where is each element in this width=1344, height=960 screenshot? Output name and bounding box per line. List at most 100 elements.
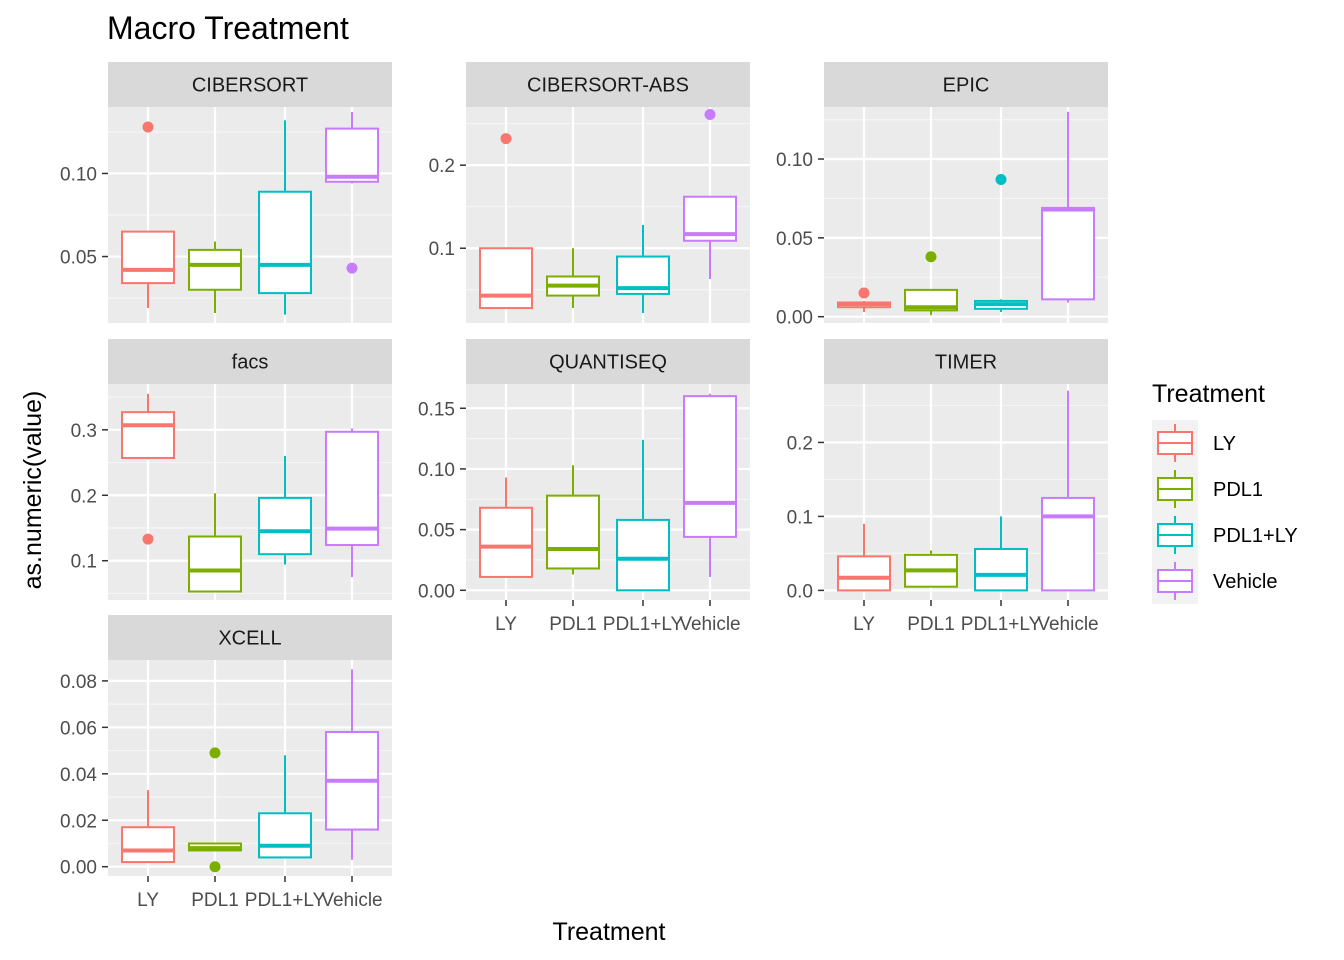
y-axis-title: as.numeric(value) [19, 391, 47, 590]
box-iqr [121, 230, 175, 285]
y-tick-label: 0.1 [71, 552, 97, 573]
box-pdl1-plus-ly [258, 456, 312, 565]
legend-items: LY PDL1 PDL1+LY Vehicle [1152, 420, 1298, 604]
y-tick-label: 0.10 [776, 150, 813, 171]
strip-background [824, 62, 1108, 107]
panel-cibersort-abs: CIBERSORT-ABS 0.1 0.2 [429, 62, 750, 323]
y-tick-label: 0.3 [71, 421, 97, 442]
strip-background [108, 339, 392, 384]
x-tick-label: PDL1 [191, 890, 239, 911]
box-ly [121, 393, 175, 545]
box-iqr [683, 395, 737, 538]
legend-item-pdl1-plus-ly: PDL1+LY [1152, 512, 1298, 558]
y-tick-label: 0.1 [429, 239, 455, 260]
strip-label: QUANTISEQ [549, 352, 667, 374]
panel-cibersort: CIBERSORT 0.05 0.10 [60, 62, 392, 323]
x-tick-label: Vehicle [679, 614, 740, 635]
strip-label: XCELL [218, 628, 281, 650]
outlier-point [995, 174, 1007, 186]
box-iqr [546, 494, 600, 570]
x-tick-label: LY [495, 614, 517, 635]
box-pdl1-plus-ly [616, 439, 670, 592]
box-pdl1 [546, 465, 600, 575]
box-pdl1-plus-ly [974, 516, 1028, 592]
box-pdl1 [546, 248, 600, 309]
y-tick-label: 0.00 [776, 308, 813, 329]
box-vehicle [325, 428, 379, 578]
strip-label: facs [232, 352, 269, 374]
box-pdl1 [188, 493, 242, 593]
y-tick-label: 0.10 [60, 164, 97, 185]
outlier-point [925, 251, 937, 263]
box-pdl1 [188, 747, 242, 873]
x-tick-label: LY [137, 890, 159, 911]
y-tick-label: 0.15 [418, 399, 455, 420]
outlier-point [142, 533, 154, 545]
box-iqr [616, 518, 670, 592]
outlier-point [346, 262, 358, 274]
box-iqr [325, 430, 379, 547]
box-ly [837, 287, 891, 312]
y-tick-label: 0.02 [60, 811, 97, 832]
box-vehicle [683, 108, 737, 279]
outlier-point [142, 121, 154, 133]
strip-label: CIBERSORT [192, 75, 308, 97]
box-iqr [188, 535, 242, 593]
y-tick-label: 0.08 [60, 672, 97, 693]
box-ly [479, 477, 533, 578]
strip-label: TIMER [935, 352, 997, 374]
box-vehicle [1041, 390, 1095, 592]
panels-group: CIBERSORT 0.05 0.10 CIBERSORT-ABS 0.1 0.2 EPIC… [60, 62, 1108, 911]
outlier-point [209, 861, 221, 873]
x-tick-label: PDL1+LY [603, 614, 684, 635]
legend-label: LY [1213, 433, 1236, 455]
box-pdl1 [904, 550, 958, 588]
box-ly [121, 121, 175, 309]
x-tick-label: PDL1 [907, 614, 955, 635]
y-tick-label: 0.00 [60, 858, 97, 879]
panel-facs: facs 0.1 0.2 0.3 [71, 339, 392, 600]
box-ly [479, 133, 533, 310]
strip-background [108, 615, 392, 660]
x-tick-label: Vehicle [321, 890, 382, 911]
strip-background [824, 339, 1108, 384]
box-vehicle [325, 669, 379, 860]
y-tick-label: 0.2 [429, 156, 455, 177]
y-tick-label: 0.05 [418, 521, 455, 542]
legend-item-pdl1: PDL1 [1152, 466, 1263, 512]
box-iqr [188, 248, 242, 291]
y-tick-label: 0.06 [60, 718, 97, 739]
box-iqr [121, 411, 175, 459]
y-tick-label: 0.1 [787, 507, 813, 528]
legend-label: Vehicle [1213, 571, 1278, 593]
legend-label: PDL1+LY [1213, 525, 1298, 547]
box-iqr [974, 547, 1028, 592]
panel-quantiseq: QUANTISEQ 0.00 0.05 0.10 0.15 LY PDL1 PDL1+LYVe… [418, 339, 750, 635]
outlier-point [704, 108, 716, 120]
box-iqr [258, 190, 312, 295]
legend: Treatment LY PDL1 PDL1+LY Vehicle [1152, 380, 1298, 604]
legend-label: PDL1 [1213, 479, 1263, 501]
panel-xcell: XCELL 0.00 0.02 0.04 0.06 0.08 LY PDL1 PDL1+LYVe… [60, 615, 392, 911]
box-ly [837, 523, 891, 592]
y-tick-label: 0.05 [776, 229, 813, 250]
x-tick-label: LY [853, 614, 875, 635]
box-vehicle [1041, 111, 1095, 303]
panel-epic: EPIC 0.00 0.05 0.10 [776, 62, 1108, 329]
strip-label: EPIC [943, 75, 990, 97]
y-tick-label: 0.04 [60, 765, 97, 786]
legend-title: Treatment [1152, 380, 1265, 408]
y-tick-label: 0.0 [787, 581, 813, 602]
strip-background [466, 339, 750, 384]
box-iqr [258, 812, 312, 859]
box-ly [121, 790, 175, 864]
x-tick-label: PDL1+LY [961, 614, 1042, 635]
y-tick-label: 0.05 [60, 248, 97, 269]
strip-background [108, 62, 392, 107]
box-pdl1-plus-ly [974, 174, 1028, 312]
outlier-point [858, 287, 870, 299]
box-vehicle [683, 393, 737, 577]
x-tick-label: PDL1 [549, 614, 597, 635]
